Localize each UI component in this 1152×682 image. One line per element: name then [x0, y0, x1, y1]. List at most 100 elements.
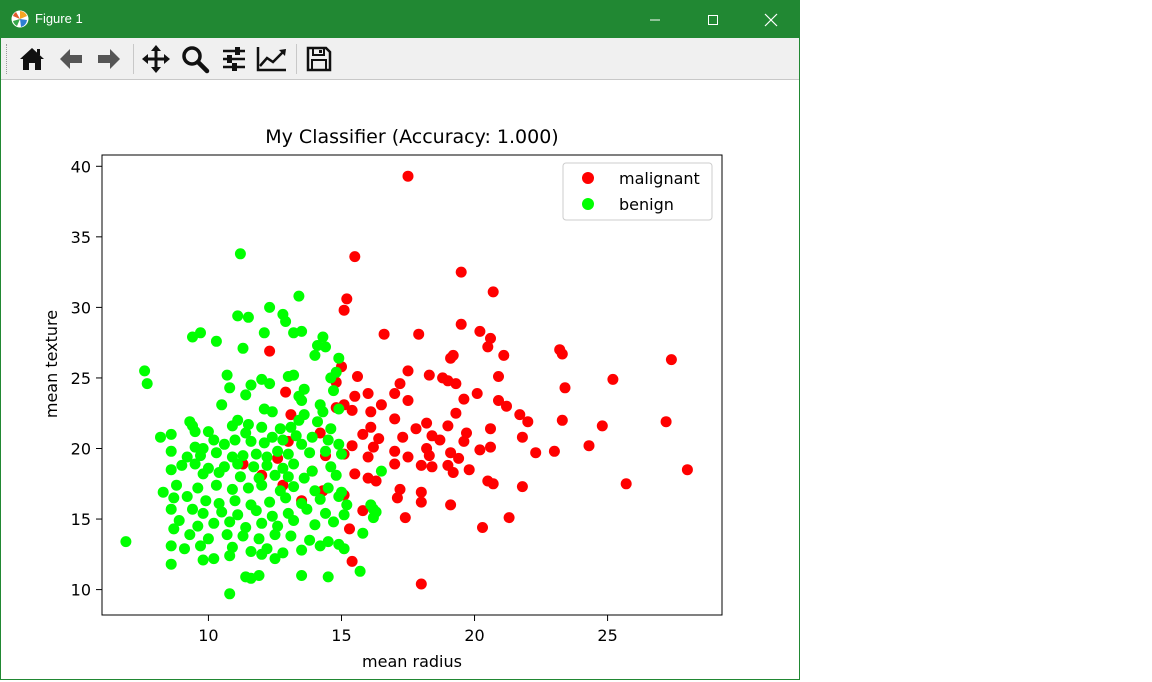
figure-canvas[interactable]: 10 15 20 25 10 15 20 25 30 35 40 My Classifier (Ac…	[1, 80, 799, 679]
zoom-button[interactable]	[178, 42, 212, 76]
data-point-malignant	[493, 395, 504, 406]
forward-arrow-icon	[98, 49, 120, 69]
data-point-benign	[333, 403, 345, 415]
home-icon	[20, 48, 44, 70]
data-point-benign	[120, 536, 132, 548]
data-point-benign	[232, 310, 244, 322]
data-point-malignant	[548, 445, 560, 457]
maximize-button[interactable]	[684, 1, 742, 38]
data-point-benign	[272, 445, 284, 457]
data-point-benign	[296, 570, 308, 581]
back-button[interactable]	[54, 42, 88, 76]
minimize-button[interactable]	[626, 1, 684, 38]
data-point-malignant	[349, 251, 361, 263]
data-point-benign	[285, 530, 297, 542]
data-point-benign	[266, 406, 278, 418]
data-point-benign	[256, 548, 268, 560]
data-point-benign	[208, 553, 220, 565]
data-point-benign	[264, 496, 276, 508]
data-point-benign	[173, 515, 185, 526]
data-point-malignant	[365, 421, 377, 433]
data-point-benign	[314, 493, 326, 505]
data-point-benign	[285, 421, 297, 433]
figure-window: Figure 1	[0, 0, 800, 680]
data-point-malignant	[498, 349, 510, 361]
data-point-malignant	[415, 486, 427, 498]
data-point-malignant	[365, 406, 377, 418]
data-point-benign	[208, 517, 220, 529]
data-point-benign	[322, 482, 334, 494]
data-point-benign	[261, 451, 273, 463]
data-point-malignant	[391, 492, 403, 504]
data-point-benign	[282, 471, 294, 483]
data-point-benign	[293, 414, 305, 426]
data-point-benign	[171, 479, 182, 491]
data-point-malignant	[362, 388, 374, 399]
data-point-benign	[197, 507, 209, 519]
data-point-benign	[210, 479, 222, 491]
data-point-benign	[202, 533, 214, 545]
data-point-benign	[237, 530, 249, 542]
data-point-benign	[328, 385, 339, 397]
data-point-malignant	[503, 512, 515, 524]
data-point-benign	[330, 366, 342, 378]
data-point-malignant	[485, 332, 496, 344]
data-point-benign	[168, 523, 180, 535]
zoom-icon	[182, 46, 210, 74]
line-chart-icon	[256, 47, 286, 72]
data-point-benign	[213, 467, 225, 478]
data-point-malignant	[458, 435, 470, 447]
data-point-benign	[245, 435, 257, 447]
data-point-malignant	[471, 388, 483, 399]
data-point-benign	[240, 389, 252, 401]
data-point-malignant	[447, 467, 459, 478]
data-point-benign	[288, 369, 300, 381]
data-point-benign	[240, 427, 252, 439]
data-point-benign	[221, 529, 233, 541]
data-point-benign	[322, 434, 334, 446]
toolbar-grip[interactable]	[6, 44, 9, 74]
data-point-benign	[306, 431, 318, 443]
data-point-malignant	[447, 349, 459, 361]
forward-button[interactable]	[92, 42, 126, 76]
data-point-malignant	[493, 371, 504, 382]
legend: malignant benign	[562, 162, 713, 221]
data-point-malignant	[556, 348, 568, 360]
data-point-benign	[338, 543, 350, 555]
data-point-benign	[258, 437, 270, 449]
data-point-benign	[266, 431, 278, 443]
data-point-benign	[258, 327, 270, 339]
y-tick-label: 25	[71, 369, 91, 388]
configure-subplots-button[interactable]	[217, 42, 251, 76]
pan-button[interactable]	[139, 42, 173, 76]
y-tick-label: 10	[71, 581, 91, 600]
edit-axis-button[interactable]	[255, 42, 289, 76]
data-point-benign	[168, 492, 180, 504]
maximize-icon	[708, 14, 718, 25]
data-point-malignant	[423, 450, 435, 462]
legend-box	[562, 162, 713, 221]
save-button[interactable]	[302, 42, 336, 76]
title-bar[interactable]: Figure 1	[1, 1, 799, 38]
data-point-benign	[237, 450, 249, 462]
data-point-benign	[245, 379, 257, 391]
data-point-benign	[224, 516, 236, 528]
data-point-malignant	[487, 478, 499, 490]
axes-frame	[101, 154, 723, 616]
data-point-malignant	[415, 496, 427, 508]
data-point-benign	[274, 423, 286, 435]
data-point-benign	[240, 522, 252, 533]
data-point-benign	[277, 547, 289, 559]
close-button[interactable]	[742, 1, 800, 38]
sliders-icon	[223, 47, 245, 71]
data-point-malignant	[458, 393, 470, 405]
data-point-benign	[325, 423, 337, 435]
data-point-malignant	[341, 293, 353, 305]
data-point-malignant	[344, 523, 355, 535]
home-button[interactable]	[15, 42, 49, 76]
data-point-malignant	[415, 578, 427, 590]
data-point-benign	[195, 540, 206, 552]
data-point-malignant	[397, 431, 409, 443]
data-point-benign	[293, 290, 305, 302]
navigation-toolbar	[1, 38, 799, 80]
